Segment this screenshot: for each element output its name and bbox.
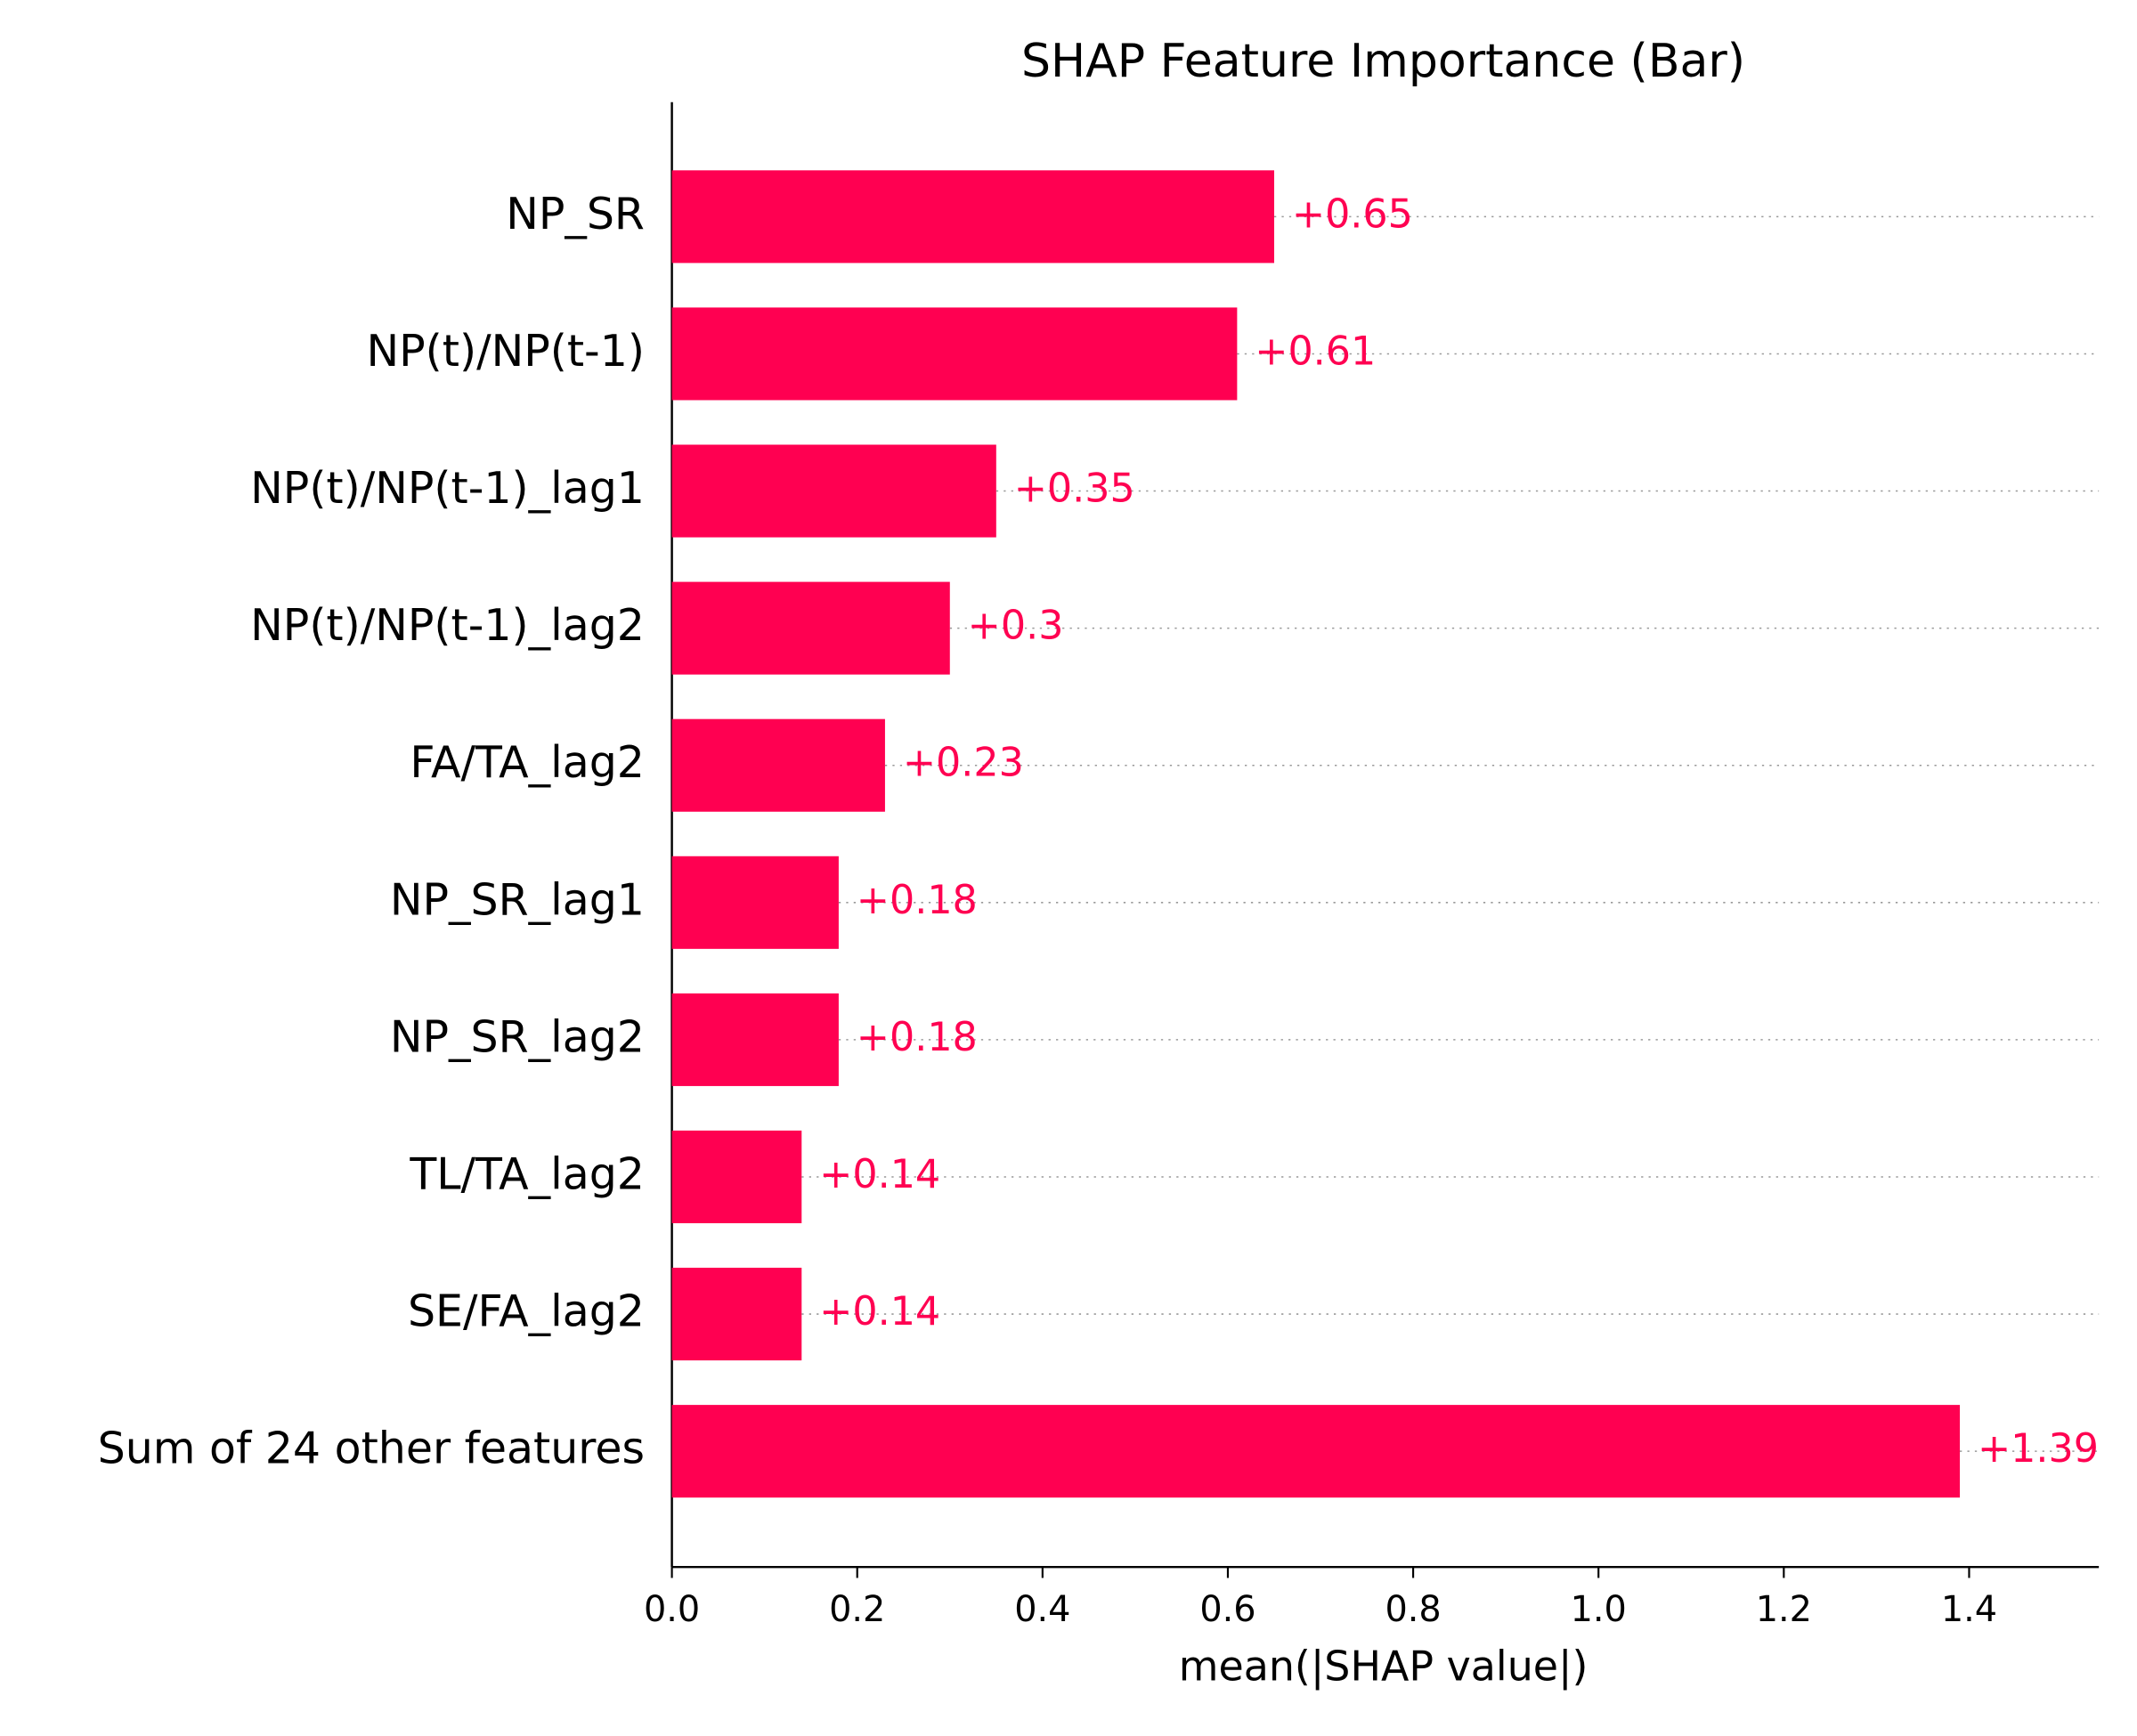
x-tick-label: 1.0 (1571, 1589, 1627, 1630)
x-tick-label: 0.8 (1385, 1589, 1441, 1630)
x-tick-label: 1.2 (1756, 1589, 1812, 1630)
bar (671, 856, 839, 949)
y-tick-label: NP_SR_lag2 (390, 1011, 645, 1062)
bar (671, 1130, 802, 1224)
y-tick-label: NP(t)/NP(t-1)_lag1 (250, 463, 645, 514)
y-tick-label: SE/FA_lag2 (408, 1286, 645, 1337)
y-tick-label: NP(t)/NP(t-1) (367, 326, 645, 377)
value-label: +0.14 (819, 1152, 940, 1197)
value-label: +0.23 (903, 741, 1024, 786)
y-tick-label: TL/TA_lag2 (409, 1148, 645, 1199)
value-label: +0.3 (968, 604, 1064, 649)
y-tick-label: NP_SR_lag1 (390, 874, 645, 925)
bar (671, 718, 885, 812)
bar (671, 170, 1274, 264)
value-label: +0.65 (1292, 191, 1413, 237)
bar (671, 581, 950, 675)
value-label: +0.14 (819, 1289, 940, 1334)
x-tick-label: 0.6 (1199, 1589, 1255, 1630)
value-label: +0.18 (857, 878, 978, 923)
x-tick-label: 1.4 (1941, 1589, 1997, 1630)
bar (671, 444, 996, 538)
y-tick-label: NP_SR (506, 189, 645, 239)
bar (671, 993, 839, 1086)
x-axis-label: mean(|SHAP value|) (1179, 1643, 1589, 1691)
y-tick-label: Sum of 24 other features (98, 1424, 645, 1474)
value-label: +1.39 (1978, 1426, 2099, 1472)
bar (671, 1405, 1961, 1498)
y-tick-label: NP(t)/NP(t-1)_lag2 (250, 600, 645, 651)
value-label: +0.18 (857, 1015, 978, 1060)
x-tick-label: 0.4 (1014, 1589, 1070, 1630)
bar (671, 1268, 802, 1361)
chart-title: SHAP Feature Importance (Bar) (1021, 35, 1745, 88)
x-tick-label: 0.0 (644, 1589, 700, 1630)
value-label: +0.61 (1255, 329, 1376, 374)
value-label: +0.35 (1014, 466, 1135, 512)
y-tick-label: FA/TA_lag2 (410, 737, 645, 788)
bar (671, 307, 1238, 401)
x-tick-label: 0.2 (829, 1589, 885, 1630)
